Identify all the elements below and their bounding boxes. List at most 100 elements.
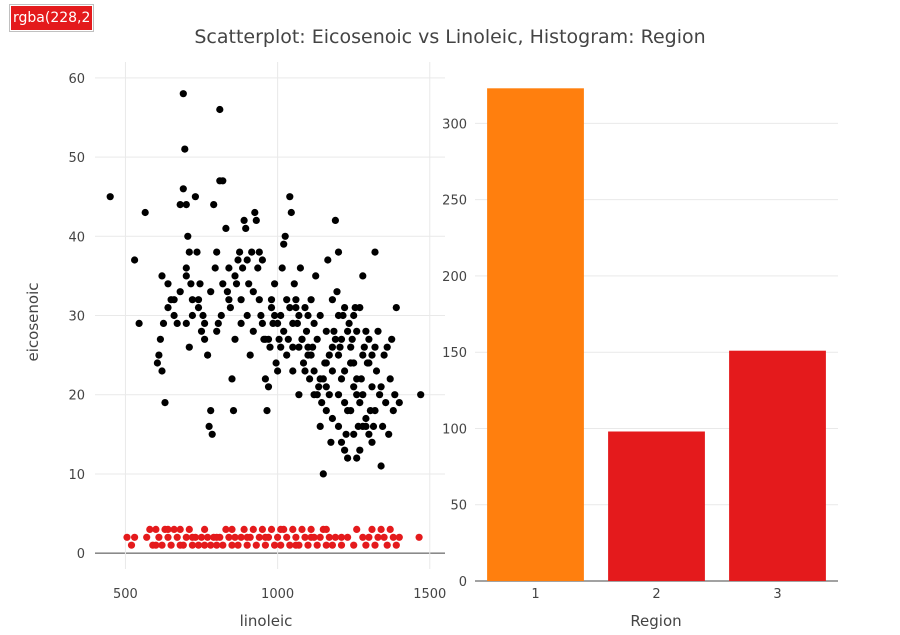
scatter-point	[337, 438, 346, 446]
scatter-point	[278, 264, 286, 272]
scatter-grid	[95, 62, 445, 569]
scatter-point	[213, 327, 221, 335]
scatter-point-selected	[371, 541, 379, 549]
scatter-point	[347, 343, 355, 351]
scatter-point-selected	[274, 533, 282, 541]
scatter-point-selected	[197, 533, 206, 541]
scatter-plot-area[interactable]	[106, 90, 425, 549]
scatter-point	[301, 367, 309, 375]
scatter-point	[356, 304, 364, 312]
scatter-point	[310, 367, 318, 375]
scatter-point-selected	[359, 533, 367, 541]
scatter-point	[368, 438, 376, 446]
scatter-point-selected	[277, 525, 285, 534]
scatter-point	[353, 375, 361, 383]
scatter-point	[325, 391, 333, 399]
scatter-point-selected	[228, 541, 236, 549]
scatter-point	[350, 359, 358, 367]
scatter-point	[386, 375, 394, 383]
scatter-point	[188, 311, 196, 320]
scatter-point	[286, 193, 294, 201]
scatter-point	[239, 264, 247, 272]
scatter-point	[223, 288, 231, 296]
scatter-point	[283, 296, 291, 304]
scatter-point	[267, 304, 276, 312]
scatter-point-selected	[271, 541, 279, 549]
scatter-point	[316, 311, 324, 320]
scatter-point	[377, 383, 385, 391]
scatter-point	[377, 462, 385, 470]
scatter-x-tick-label: 1000	[261, 587, 294, 602]
scatter-point	[226, 304, 234, 312]
scatter-point	[173, 319, 181, 327]
scatter-point-selected	[176, 525, 184, 534]
scatter-point	[207, 407, 215, 415]
bar-plot-area[interactable]	[487, 88, 826, 582]
scatter-point-selected	[368, 525, 376, 534]
scatter-point	[188, 296, 196, 304]
scatter-point-selected	[395, 533, 403, 541]
scatter-point	[341, 367, 349, 375]
bar-y-tick-label: 250	[442, 194, 467, 209]
scatter-point	[365, 430, 373, 438]
scatter-point-selected	[383, 541, 391, 549]
scatter-point-selected	[170, 525, 178, 534]
scatter-y-axis-label: eicosenoic	[24, 283, 42, 362]
scatter-point-selected	[377, 525, 385, 534]
scatter-point	[331, 216, 339, 224]
scatter-point	[350, 383, 358, 391]
bar-x-tick-label: 2	[652, 587, 660, 602]
scatter-point	[179, 185, 187, 193]
scatter-point-selected	[207, 541, 215, 549]
scatter-point	[234, 256, 242, 264]
scatter-x-tick-label: 500	[113, 587, 138, 602]
scatter-point	[344, 327, 352, 335]
scatter-point	[182, 272, 190, 280]
scatter-point-selected	[176, 541, 184, 549]
scatter-point	[333, 288, 341, 296]
scatter-point-selected	[143, 533, 151, 541]
bar-y-tick-label: 100	[442, 422, 467, 437]
scatter-point	[310, 391, 318, 399]
scatter-point-selected	[298, 525, 306, 534]
scatter-y-tick-label: 30	[68, 310, 85, 325]
scatter-point	[231, 335, 239, 343]
scatter-point	[164, 304, 172, 312]
scatter-point	[284, 335, 292, 343]
scatter-point-selected	[313, 541, 321, 549]
scatter-point	[295, 311, 303, 320]
scatter-point	[382, 399, 390, 407]
scatter-point	[242, 224, 250, 232]
scatter-point	[318, 399, 326, 407]
bar-y-tick-label: 50	[450, 499, 467, 514]
scatter-axes: 0 10 20 30 40 50 60 500 1000 1500	[68, 72, 446, 602]
scatter-point	[232, 280, 241, 288]
scatter-point	[251, 208, 259, 217]
scatter-point	[362, 414, 370, 423]
scatter-point	[231, 272, 239, 280]
scatter-point	[267, 296, 276, 304]
scatter-point	[379, 422, 387, 430]
scatter-point-selected	[228, 525, 236, 534]
scatter-point	[214, 319, 222, 327]
scatter-point-selected	[152, 541, 160, 549]
scatter-point	[246, 351, 254, 359]
bar-y-tick-label: 300	[442, 117, 467, 132]
scatter-point	[266, 343, 274, 351]
scatter-point	[341, 446, 349, 454]
scatter-point	[155, 351, 163, 359]
scatter-point	[277, 311, 285, 320]
scatter-point-selected	[219, 541, 227, 549]
scatter-point	[313, 335, 321, 343]
scatter-y-tick-label: 20	[68, 389, 85, 404]
scatter-point	[229, 407, 238, 415]
scatter-point	[359, 391, 367, 399]
scatter-point	[274, 367, 282, 375]
scatter-point	[341, 399, 349, 407]
scatter-point	[350, 430, 358, 438]
scatter-point	[371, 343, 379, 351]
scatter-point	[336, 343, 344, 351]
scatter-point	[236, 248, 244, 256]
scatter-point	[185, 343, 193, 351]
scatter-point	[322, 383, 330, 391]
